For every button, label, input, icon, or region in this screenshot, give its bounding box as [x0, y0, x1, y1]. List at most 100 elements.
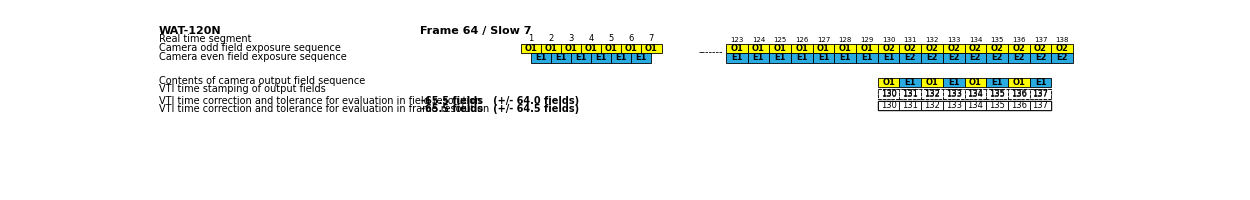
Bar — [856, 53, 878, 62]
Text: 136: 136 — [1011, 89, 1026, 98]
Bar — [520, 44, 541, 53]
Bar — [921, 89, 942, 99]
Bar — [769, 53, 791, 62]
Text: 134: 134 — [969, 37, 982, 43]
Text: E1: E1 — [775, 53, 786, 62]
Bar — [1030, 89, 1051, 99]
Bar — [878, 101, 900, 110]
Text: E1: E1 — [575, 53, 586, 62]
Text: O1: O1 — [969, 78, 981, 87]
Bar — [769, 44, 791, 53]
Bar — [551, 53, 571, 62]
Bar — [900, 89, 921, 99]
Text: E1: E1 — [535, 53, 546, 62]
Bar — [942, 53, 965, 62]
Text: E2: E2 — [905, 53, 916, 62]
Text: E2: E2 — [1035, 53, 1046, 62]
Text: 5: 5 — [609, 34, 614, 43]
Text: E2: E2 — [926, 53, 938, 62]
Bar — [812, 53, 835, 62]
Text: 2: 2 — [548, 34, 554, 43]
Text: 127: 127 — [816, 37, 830, 43]
Text: E1: E1 — [905, 78, 916, 87]
Text: 137: 137 — [1034, 37, 1048, 43]
Bar — [965, 101, 986, 110]
Bar — [835, 53, 856, 62]
Text: 134: 134 — [968, 90, 984, 99]
Text: O2: O2 — [991, 44, 1004, 53]
Text: -65.5 fields   (+/- 64.0 fields): -65.5 fields (+/- 64.0 fields) — [421, 96, 580, 106]
Bar — [986, 101, 1008, 110]
Text: O1: O1 — [625, 44, 638, 53]
Text: O2: O2 — [904, 44, 916, 53]
Bar — [1030, 78, 1051, 87]
Bar — [1030, 44, 1051, 53]
Text: E1: E1 — [615, 53, 628, 62]
Text: VTI time stamping of output fields: VTI time stamping of output fields — [159, 84, 325, 94]
Text: 135: 135 — [990, 37, 1004, 43]
Text: 137: 137 — [1032, 89, 1049, 98]
Text: O2: O2 — [1034, 44, 1048, 53]
Bar — [878, 53, 900, 62]
Bar — [965, 89, 986, 99]
Bar — [641, 44, 661, 53]
Text: E1: E1 — [991, 78, 1002, 87]
Bar — [571, 53, 591, 62]
Bar — [900, 78, 921, 87]
Text: Contents of camera output field sequence: Contents of camera output field sequence — [159, 76, 365, 86]
Text: O1: O1 — [839, 44, 851, 53]
Bar — [1008, 101, 1030, 110]
Bar — [878, 101, 1051, 110]
Text: 138: 138 — [1055, 37, 1069, 43]
Bar — [541, 44, 561, 53]
Bar — [900, 44, 921, 53]
Text: 132: 132 — [925, 37, 939, 43]
Text: O2: O2 — [948, 44, 960, 53]
Bar — [791, 44, 812, 53]
Bar — [942, 101, 965, 110]
Text: 124: 124 — [751, 37, 765, 43]
Text: O1: O1 — [818, 44, 830, 53]
Text: 131: 131 — [902, 89, 919, 98]
Bar — [1051, 53, 1072, 62]
Bar — [878, 89, 1051, 99]
Text: O2: O2 — [925, 44, 939, 53]
Text: O1: O1 — [882, 78, 895, 87]
Text: 133: 133 — [946, 101, 961, 110]
Text: E1: E1 — [948, 78, 960, 87]
Text: -------: ------- — [699, 47, 724, 57]
Text: 131: 131 — [902, 90, 919, 99]
Bar — [942, 78, 965, 87]
Text: 129: 129 — [860, 37, 874, 43]
Text: E1: E1 — [818, 53, 829, 62]
Text: O2: O2 — [1013, 44, 1025, 53]
Bar — [878, 78, 900, 87]
Bar — [986, 89, 1008, 99]
Text: E1: E1 — [731, 53, 742, 62]
Bar — [726, 53, 748, 62]
Text: E2: E2 — [1013, 53, 1025, 62]
Text: 131: 131 — [904, 37, 918, 43]
Text: 134: 134 — [968, 89, 984, 98]
Text: E1: E1 — [1035, 78, 1046, 87]
Text: O1: O1 — [752, 44, 765, 53]
Text: 135: 135 — [989, 89, 1005, 98]
Text: 132: 132 — [924, 101, 940, 110]
Text: VTI time correction and tolerance for evaluation in field resolution: VTI time correction and tolerance for ev… — [159, 96, 481, 106]
Text: 133: 133 — [946, 89, 961, 98]
Text: -65.5 fields   (+/- 64.5 fields): -65.5 fields (+/- 64.5 fields) — [421, 104, 580, 114]
Text: E1: E1 — [636, 53, 648, 62]
Text: 136: 136 — [1011, 101, 1026, 110]
Text: Frame 64 / Slow 7: Frame 64 / Slow 7 — [420, 26, 531, 36]
Text: O1: O1 — [795, 44, 809, 53]
Text: O1: O1 — [860, 44, 874, 53]
Text: O1: O1 — [645, 44, 658, 53]
Text: 135: 135 — [989, 101, 1005, 110]
Bar — [748, 44, 769, 53]
Text: O1: O1 — [925, 78, 939, 87]
Bar — [921, 101, 942, 110]
Text: 130: 130 — [881, 90, 896, 99]
Text: 7: 7 — [649, 34, 654, 43]
Text: 1: 1 — [528, 34, 534, 43]
Text: 132: 132 — [924, 89, 940, 98]
